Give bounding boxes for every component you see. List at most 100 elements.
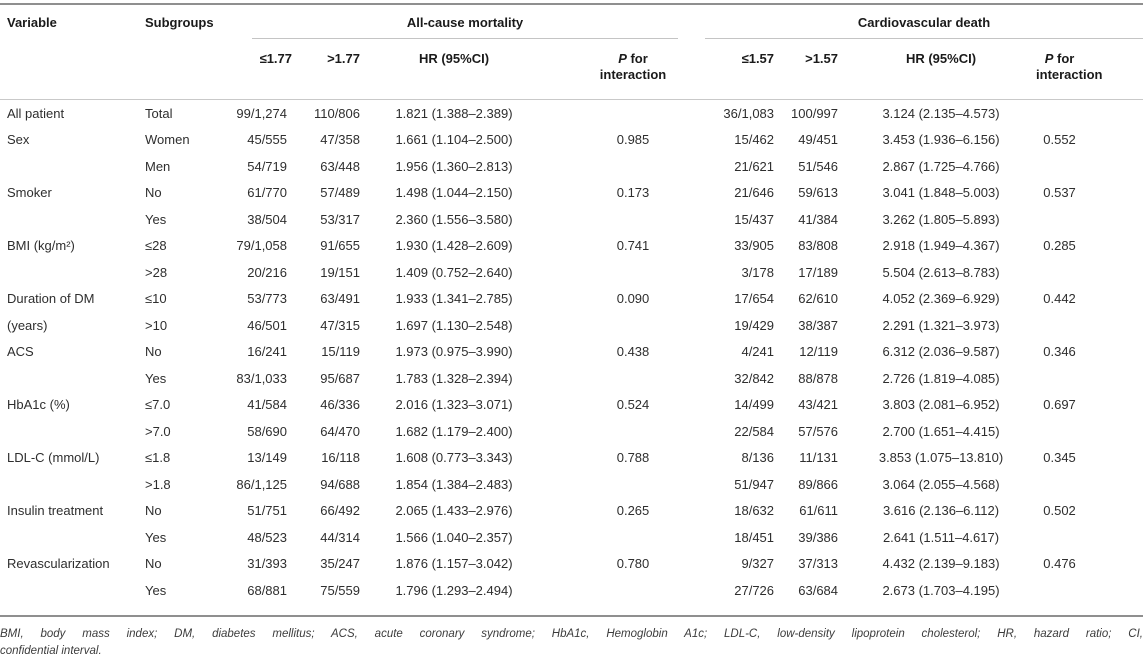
- cell-ac-events-gt: 16/118: [321, 450, 360, 465]
- cell-ac-events-le: 54/719: [247, 158, 287, 174]
- cell-variable: Sex: [7, 132, 30, 147]
- cell-cv-p-interaction: 0.697: [1043, 397, 1076, 412]
- cell-cv-events-gt: 12/119: [799, 344, 839, 359]
- cell-ac-events-gt: 35/247: [320, 556, 360, 571]
- cell-subgroup: Men: [145, 158, 171, 174]
- cell-ac-p-interaction: [540, 100, 690, 127]
- cell-cv-events-gt: 39/386: [798, 529, 839, 545]
- column-header-subgroups: Subgroups: [138, 3, 228, 100]
- cell-ac-events-le: 51/751: [247, 503, 287, 518]
- cell-cv-events-gt: 51/546: [798, 158, 839, 174]
- cell-variable: BMI (kg/m²): [7, 238, 75, 253]
- cell-cv-events-le: 3/178: [741, 264, 775, 280]
- cell-cv-hr-ci: 3.803 (2.081–6.952): [882, 397, 1000, 412]
- table-row: ACS No 16/241 15/119 1.973 (0.975–3.990) 0.43…: [0, 339, 1143, 366]
- cell-cv-p-interaction: 0.537: [1043, 185, 1076, 200]
- column-header-ac-hr: HR (95%CI): [368, 39, 540, 100]
- cell-ac-p-interaction: [540, 259, 690, 286]
- cell-cv-hr-ci: 2.726 (1.819–4.085): [882, 370, 1000, 386]
- cell-cv-events-le: 8/136: [741, 450, 775, 465]
- cell-variable: [0, 365, 138, 392]
- cell-cv-events-le: 21/646: [734, 185, 775, 200]
- column-header-ac-p-interaction: P for interaction: [540, 39, 691, 100]
- cell-cv-events-gt: 11/131: [799, 450, 839, 465]
- cell-ac-events-gt: 57/489: [320, 185, 360, 200]
- cell-ac-p-interaction: [540, 577, 691, 617]
- cell-cv-p-interaction: [1036, 312, 1143, 339]
- cell-ac-p-interaction: [540, 471, 690, 498]
- table-row: Yes 68/881 75/559 1.796 (1.293–2.494) 27/726…: [0, 577, 1143, 617]
- cell-ac-events-le: 53/773: [247, 291, 287, 306]
- p-interaction-text: interaction: [599, 67, 667, 82]
- cell-variable: LDL-C (mmol/L): [7, 450, 100, 465]
- cell-ac-hr-ci: 1.973 (0.975–3.990): [395, 344, 513, 359]
- cell-ac-events-le: 99/1,274: [236, 105, 287, 121]
- footnote-line-2: confidential interval.: [0, 644, 102, 657]
- cell-variable: ACS: [7, 344, 34, 359]
- cell-ac-events-le: 38/504: [247, 211, 287, 227]
- p-symbol: P: [618, 51, 627, 66]
- p-interaction-text: interaction: [1036, 67, 1103, 82]
- cell-cv-events-le: 33/905: [734, 238, 775, 253]
- cell-cv-p-interaction: [1036, 365, 1143, 392]
- cell-cv-events-gt: 100/997: [791, 105, 839, 121]
- cell-variable: [0, 153, 138, 180]
- cell-subgroup: Yes: [145, 370, 167, 386]
- column-header-cv-hr: HR (95%CI): [846, 39, 1037, 100]
- table-row: >1.8 86/1,125 94/688 1.854 (1.384–2.483) 51/…: [0, 471, 1143, 498]
- cell-variable: [0, 524, 138, 551]
- cell-cv-hr-ci: 2.673 (1.703–4.195): [846, 577, 1037, 617]
- cell-subgroup: No: [145, 503, 162, 518]
- cell-cv-hr-ci: 6.312 (2.036–9.587): [882, 344, 1000, 359]
- cell-cv-events-gt: 38/387: [798, 317, 839, 333]
- cell-subgroup: Total: [145, 105, 173, 121]
- cell-cv-events-gt: 43/421: [798, 397, 839, 412]
- cell-ac-hr-ci: 1.608 (0.773–3.343): [395, 450, 513, 465]
- cell-cv-p-interaction: [1036, 206, 1143, 233]
- spanner-cardiovascular-death: Cardiovascular death: [690, 3, 1143, 39]
- cell-ac-p-interaction: 0.985: [616, 132, 650, 147]
- cell-variable: HbA1c (%): [7, 397, 70, 412]
- cell-ac-events-gt: 53/317: [320, 211, 360, 227]
- cell-ac-events-le: 46/501: [247, 317, 287, 333]
- table-row: All patient Total 99/1,274 110/806 1.821 (1.…: [0, 100, 1143, 127]
- cell-variable: Smoker: [7, 185, 52, 200]
- table-row: BMI (kg/m²) ≤28 79/1,058 91/655 1.930 (1.428…: [0, 233, 1143, 260]
- table-row: Insulin treatment No 51/751 66/492 2.065 (1.…: [0, 498, 1143, 525]
- table-row: Yes 48/523 44/314 1.566 (1.040–2.357) 18/451…: [0, 524, 1143, 551]
- cell-ac-hr-ci: 1.796 (1.293–2.494): [368, 577, 540, 617]
- cell-ac-hr-ci: 1.956 (1.360–2.813): [395, 158, 513, 174]
- cell-cv-events-le: 32/842: [734, 370, 775, 386]
- cell-subgroup: >10: [145, 317, 168, 333]
- cell-ac-events-le: 86/1,125: [236, 476, 287, 492]
- cell-ac-p-interaction: 0.780: [616, 556, 650, 571]
- cell-ac-events-le: 83/1,033: [236, 370, 287, 386]
- cell-cv-events-le: 9/327: [741, 556, 775, 571]
- cell-subgroup: Women: [145, 132, 190, 147]
- cell-subgroup: >7.0: [145, 423, 171, 439]
- table-row: Smoker No 61/770 57/489 1.498 (1.044–2.150) 0…: [0, 180, 1143, 207]
- cell-cv-hr-ci: 5.504 (2.613–8.783): [882, 264, 1000, 280]
- cell-ac-hr-ci: 2.065 (1.433–2.976): [395, 503, 513, 518]
- column-header-variable: Variable: [0, 3, 138, 100]
- cell-cv-events-le: 15/437: [734, 211, 775, 227]
- cell-cv-p-interaction: 0.502: [1043, 503, 1076, 518]
- header-row-spanners: Variable Subgroups All-cause mortality C…: [0, 3, 1143, 100]
- cell-cv-hr-ci: 2.641 (1.511–4.617): [882, 529, 1000, 545]
- cell-cv-events-gt: 61/611: [799, 503, 839, 518]
- cell-ac-p-interaction: 0.438: [616, 344, 650, 359]
- cell-variable: All patient: [7, 105, 65, 121]
- cell-ac-hr-ci: 1.783 (1.328–2.394): [395, 370, 513, 386]
- cell-ac-hr-ci: 1.566 (1.040–2.357): [395, 529, 513, 545]
- cell-cv-events-le: 18/451: [734, 529, 775, 545]
- cell-ac-events-le: 16/241: [247, 344, 287, 359]
- cell-ac-events-gt: 44/314: [320, 529, 360, 545]
- cell-ac-hr-ci: 1.854 (1.384–2.483): [395, 476, 513, 492]
- table-row: Yes 38/504 53/317 2.360 (1.556–3.580) 15/437…: [0, 206, 1143, 233]
- footnote-line-1: BMI, body mass index; DM, diabetes melli…: [0, 628, 1143, 640]
- cell-cv-hr-ci: 2.700 (1.651–4.415): [882, 423, 1000, 439]
- cell-cv-events-le: 17/654: [734, 291, 775, 306]
- cell-variable: [0, 577, 138, 617]
- cell-cv-events-le: 15/462: [734, 132, 775, 147]
- cell-cv-hr-ci: 4.052 (2.369–6.929): [882, 291, 1000, 306]
